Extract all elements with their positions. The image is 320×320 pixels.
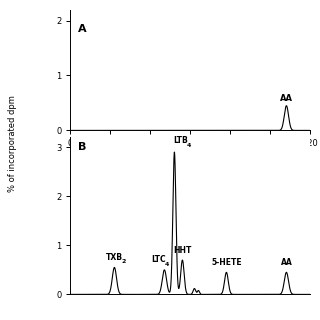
Text: LTC: LTC: [151, 255, 166, 264]
Text: LTB: LTB: [173, 136, 188, 145]
Text: 2: 2: [121, 260, 125, 264]
Text: AA: AA: [281, 258, 292, 267]
Text: TXB: TXB: [106, 253, 123, 262]
Text: 4: 4: [187, 143, 192, 148]
Text: A: A: [78, 24, 86, 34]
Text: B: B: [78, 142, 86, 152]
Text: AA: AA: [280, 94, 293, 103]
Text: 5-HETE: 5-HETE: [211, 258, 242, 267]
Text: HHT: HHT: [173, 246, 192, 255]
Text: 4: 4: [165, 262, 170, 267]
Text: % of incorporated dpm: % of incorporated dpm: [8, 96, 17, 192]
